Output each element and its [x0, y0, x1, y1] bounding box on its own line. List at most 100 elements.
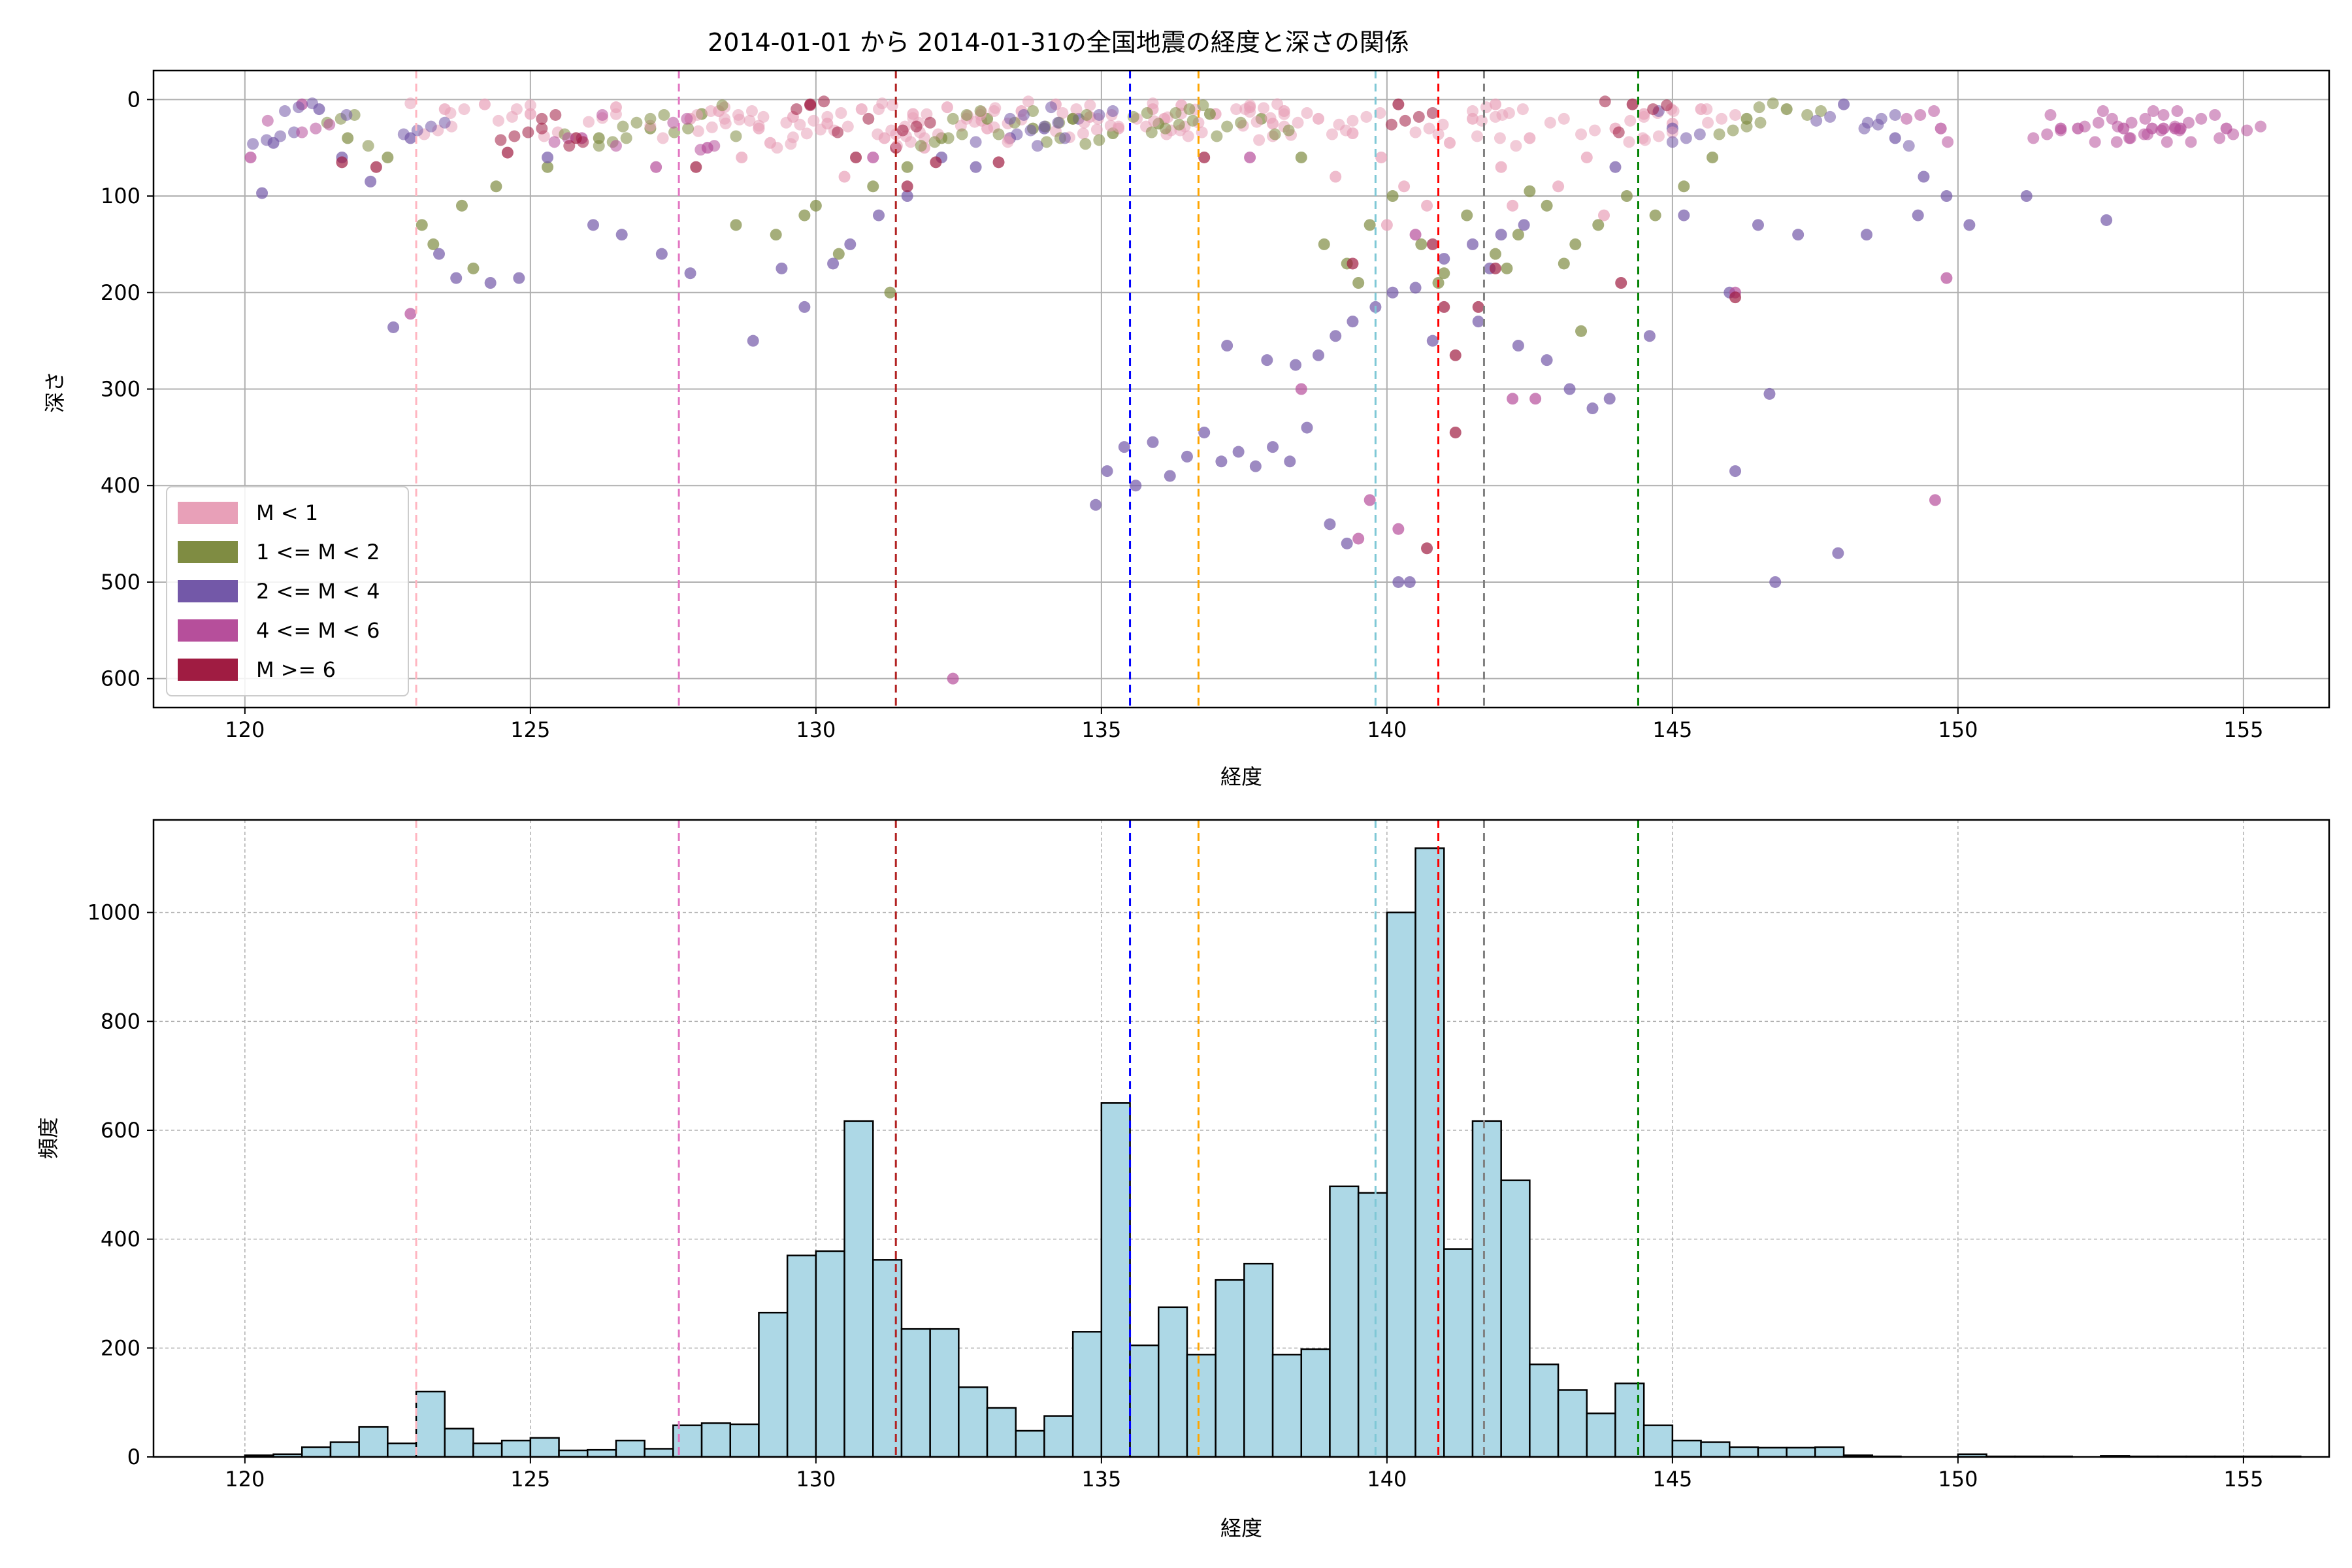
scatter-point [1940, 272, 1953, 284]
scatter-point [1558, 257, 1570, 270]
histogram-bar [1158, 1306, 1188, 1458]
scatter-point [1312, 349, 1324, 361]
scatter-point [1489, 262, 1501, 274]
scatter-point [1599, 95, 1611, 108]
scatter-point [1940, 190, 1953, 203]
scatter-point [1461, 209, 1473, 221]
scatter-point [719, 112, 731, 125]
scatter-point [1147, 97, 1159, 110]
scatter-point [2027, 132, 2040, 144]
scatter-point [490, 180, 502, 193]
scatter-point [1792, 229, 1805, 241]
scatter-point [798, 209, 811, 221]
histogram-bar [1814, 1446, 1845, 1458]
scatter-point [1510, 140, 1522, 152]
histogram-bar [358, 1426, 389, 1458]
scatter-point [1330, 171, 1342, 183]
legend-swatch [178, 659, 238, 681]
scatter-point [1341, 537, 1353, 549]
scatter-point [513, 272, 525, 284]
scatter-grid [154, 71, 2329, 708]
scatter-point [1249, 460, 1262, 472]
scatter-point [1858, 122, 1870, 135]
scatter-point [901, 180, 913, 193]
histogram-bar [558, 1449, 589, 1458]
scatter-point [1118, 441, 1130, 453]
x-tick-label: 125 [510, 717, 550, 742]
scatter-point [1269, 128, 1281, 140]
scatter-point [1011, 128, 1023, 140]
scatter-point [583, 116, 595, 128]
scatter-point [1489, 98, 1501, 110]
scatter-point [1386, 190, 1399, 203]
histogram-bar [672, 1424, 703, 1458]
legend-swatch [178, 502, 238, 524]
scatter-point [1364, 494, 1376, 506]
scatter-point [247, 138, 259, 150]
scatter-point [1643, 330, 1656, 342]
scatter-point [867, 151, 879, 163]
scatter-point [841, 120, 854, 133]
histogram-panel: 120 125 130 135 140 145 150 155 0 200 400 600 800 10… [36, 819, 2330, 1541]
scatter-point [495, 134, 507, 146]
scatter-point [716, 99, 728, 112]
histogram-x-ticks: 120 125 130 135 140 145 150 155 [225, 1457, 2263, 1492]
scatter-point [2182, 116, 2195, 129]
y-tick-label: 500 [101, 570, 140, 595]
scatter-point [2227, 128, 2240, 140]
scatter-point [706, 121, 718, 133]
scatter-point [1516, 103, 1529, 116]
histogram-bar [329, 1441, 360, 1458]
scatter-point [1563, 383, 1576, 395]
scatter-point [1512, 340, 1524, 352]
scatter-point [2169, 120, 2181, 133]
scatter-point [804, 99, 817, 112]
scatter-point [1413, 110, 1425, 123]
scatter-point [794, 118, 806, 131]
scatter-point [941, 101, 953, 114]
scatter-point [492, 114, 504, 127]
scatter-point [450, 272, 463, 284]
scatter-point [736, 151, 748, 163]
x-tick-label: 140 [1367, 717, 1407, 742]
legend-label: 1 <= M < 2 [256, 540, 380, 564]
scatter-point [1612, 126, 1625, 139]
scatter-point [1558, 112, 1570, 125]
histogram-bar [1271, 1354, 1303, 1458]
scatter-point [467, 262, 480, 274]
y-tick-label: 200 [101, 280, 140, 305]
scatter-point [2044, 108, 2057, 121]
histogram-bar [1071, 1331, 1103, 1458]
scatter-point [1449, 349, 1462, 361]
scatter-point [1264, 112, 1277, 124]
scatter-point [1398, 180, 1411, 193]
scatter-point [2255, 120, 2267, 133]
scatter-x-axis-label: 経度 [1220, 764, 1262, 789]
scatter-point [974, 105, 987, 118]
histogram-bar [1243, 1262, 1274, 1458]
scatter-point [818, 95, 830, 108]
histogram-bar [387, 1442, 417, 1458]
histogram-bar [1357, 1192, 1388, 1458]
scatter-point [1963, 219, 1976, 231]
scatter-point [1707, 151, 1719, 163]
scatter-point [1330, 330, 1342, 342]
scatter-point [1810, 114, 1823, 127]
scatter-point [455, 199, 468, 212]
histogram-bar [958, 1386, 988, 1458]
scatter-panel: 2014-01-01 から 2014-01-31の全国地震の経度と深さの関係 1… [42, 28, 2330, 789]
scatter-point [1609, 161, 1622, 173]
scatter-point [694, 144, 707, 156]
scatter-y-axis-label: 深さ [42, 371, 67, 413]
scatter-point [1324, 518, 1336, 531]
scatter-point [1586, 402, 1599, 415]
scatter-point [1038, 120, 1051, 133]
scatter-point [827, 257, 840, 270]
scatter-point [1148, 115, 1160, 127]
scatter-point [397, 128, 410, 140]
histogram-y-ticks: 0 200 400 600 800 1000 [88, 900, 154, 1469]
scatter-point [1544, 116, 1556, 129]
scatter-point [1661, 99, 1673, 112]
legend-label: 2 <= M < 4 [256, 579, 380, 604]
scatter-point [382, 151, 394, 163]
